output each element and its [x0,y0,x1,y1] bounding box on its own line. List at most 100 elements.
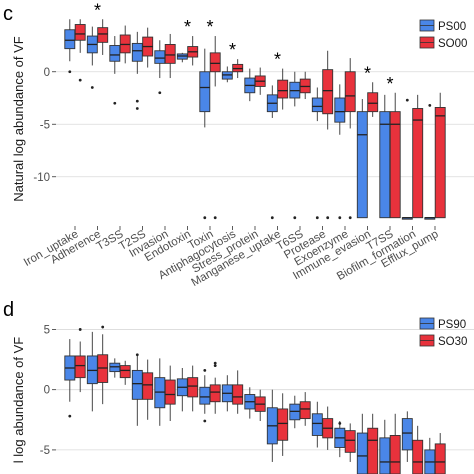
box-so30-t3ss [119,360,131,385]
box-body [389,111,401,219]
box-body [334,97,346,123]
outlier-point [338,216,342,220]
outlier-point [338,422,342,425]
legend-c: PS00 SO00 [419,19,467,50]
box-body [97,27,109,43]
box-ps00-stress-protein [244,68,256,102]
box-ps00-exoenzyme [334,84,346,220]
box-body [277,79,289,99]
outlier-point [68,414,72,418]
box-so30-antiphagocytosis [232,370,244,414]
outlier-point [90,86,94,89]
box-ps00-manganese-uptake [266,85,278,220]
box-body [232,384,244,405]
box-so30-exoenzyme [344,423,356,462]
box-so00-adherence [97,19,109,55]
box-body [311,97,323,113]
box-so00-t3ss [119,25,131,64]
significance-star: * [206,17,213,37]
box-so00-endotoxin [187,36,199,66]
box-body [344,430,356,453]
box-body [164,44,176,64]
y-axis-label-c: Natural log abundance of VF [11,36,26,202]
box-body [367,92,379,113]
box-ps00-biofilm-formation [401,98,413,220]
box-so00-biofilm-formation [412,94,424,219]
outlier-point [348,216,352,220]
box-body [131,42,143,62]
significance-star: * [94,0,101,20]
box-ps90-t2ss [131,353,143,426]
y-tick-label: -10 [33,172,50,184]
panel-c: c * * * * * * * 0 -5 -10 Iron_uptakeAdherenceT3S… [3,0,474,289]
box-so00-immune-evasion [367,82,379,117]
box-body [412,439,424,474]
box-body [74,355,86,379]
box-ps00-toxin [199,48,211,220]
outlier-point [203,216,207,220]
panel-label-c: c [3,3,13,25]
box-body [322,69,334,115]
box-body [199,71,211,113]
x-ticks-c: Iron_uptakeAdherenceT3SST2SSInvasionEndo… [22,226,441,289]
box-so00-toxin [209,36,221,220]
box-so30-adherence [97,325,109,405]
box-so00-t7ss [389,92,401,219]
y-tick-label: 5 [44,324,50,336]
significance-star: * [364,63,371,83]
legend-d: PS90 SO30 [419,317,467,348]
legend-label-ps90: PS90 [438,319,466,331]
box-body [401,418,413,451]
outlier-point [203,369,207,372]
outlier-point [158,91,162,95]
panel-label-d: d [3,299,14,321]
box-ps90-biofilm-formation [401,411,413,462]
box-so00-efflux-pump [434,92,446,219]
boxes-d [64,325,446,474]
outlier-point [113,101,117,105]
box-so30-protease [322,406,334,450]
box-body [164,379,176,405]
legend-label-ps00: PS00 [438,21,466,33]
box-body [119,365,131,379]
box-body [131,369,143,400]
significance-star: * [184,17,191,37]
box-ps00-protease [311,87,323,220]
box-so30-stress-protein [254,389,266,421]
box-body [379,437,391,474]
box-so30-toxin [209,361,221,414]
box-ps00-immune-evasion [356,99,368,219]
box-body [187,377,199,398]
box-so00-invasion [164,33,176,79]
box-so30-t6ss [299,392,311,426]
box-body [154,50,166,64]
y-ticks-d: 5 0 -5 [40,324,56,457]
box-ps90-endotoxin [176,368,188,412]
outlier-point [270,216,274,220]
panel-d: d 5 0 -5 l log abundance of VF PS90 SO30 [3,299,474,474]
box-body [367,427,379,474]
box-so00-t6ss [299,71,311,100]
box-so30-biofilm-formation [412,425,424,474]
outlier-point [78,328,82,331]
box-ps00-antiphagocytosis [221,66,233,83]
y-tick-label: 0 [44,67,50,79]
box-body [199,386,211,405]
gridlines-c [56,71,474,178]
significance-star: * [274,50,281,70]
outlier-point [135,99,139,103]
outlier-point [293,216,297,220]
box-so00-stress-protein [254,67,266,95]
box-body [74,24,86,41]
box-body [209,384,221,403]
box-body [277,408,289,441]
outlier-point [213,364,217,367]
box-ps00-t2ss [131,31,143,110]
box-so30-endotoxin [187,365,199,412]
outlier-point [213,361,217,365]
outlier-point [68,70,72,74]
legend-label-so00: SO00 [438,38,467,50]
y-ticks-c: 0 -5 -10 [33,67,56,184]
boxes-c [64,19,446,220]
